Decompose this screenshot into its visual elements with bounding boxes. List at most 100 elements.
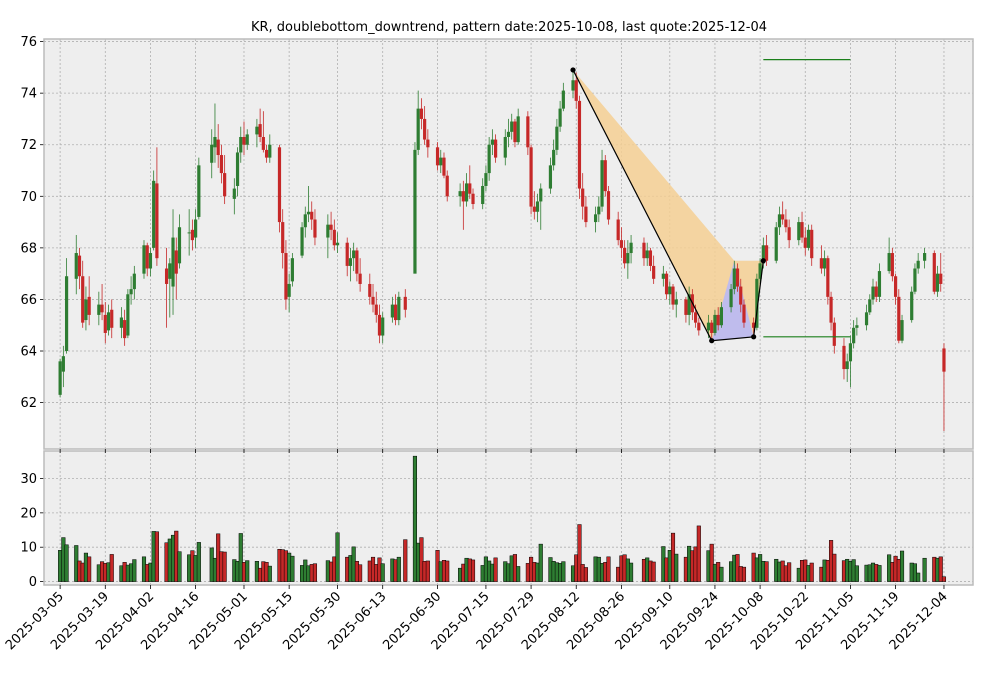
candle-body bbox=[223, 173, 227, 197]
candle-body bbox=[290, 258, 294, 282]
candle bbox=[371, 283, 375, 313]
candle-body bbox=[74, 253, 78, 279]
candle bbox=[887, 237, 891, 274]
candle-body bbox=[571, 80, 575, 91]
candle-body bbox=[923, 253, 927, 261]
candle-body bbox=[764, 245, 769, 261]
volume-bar bbox=[916, 572, 921, 582]
candle-body bbox=[774, 227, 778, 261]
candle-body bbox=[719, 307, 723, 326]
candle-body bbox=[506, 131, 511, 137]
candle-body bbox=[513, 121, 517, 143]
candle bbox=[526, 111, 530, 156]
volume-bar bbox=[516, 566, 521, 582]
candle-body bbox=[493, 139, 498, 158]
candle bbox=[710, 320, 714, 341]
candle bbox=[352, 242, 356, 272]
candle-body bbox=[916, 260, 920, 269]
volume-bar bbox=[425, 560, 430, 582]
candle bbox=[774, 222, 778, 264]
candle-body bbox=[616, 219, 620, 241]
candle-body bbox=[600, 160, 604, 207]
candle-body bbox=[258, 124, 262, 137]
candle bbox=[777, 206, 782, 235]
candle-body bbox=[871, 286, 875, 300]
candle-body bbox=[142, 245, 146, 274]
volume-bar bbox=[470, 559, 476, 582]
candle-body bbox=[935, 273, 940, 292]
candle-body bbox=[693, 312, 698, 323]
candle bbox=[58, 358, 62, 398]
candle-body bbox=[516, 116, 520, 143]
candle-body bbox=[403, 296, 407, 310]
volume-bar bbox=[222, 551, 227, 582]
candle-body bbox=[242, 136, 246, 145]
candle bbox=[258, 108, 262, 143]
candle-body bbox=[355, 250, 359, 274]
candle bbox=[900, 314, 904, 344]
candle-body bbox=[800, 222, 804, 238]
candle-body bbox=[155, 183, 159, 259]
candle bbox=[803, 227, 807, 256]
candle-body bbox=[277, 147, 282, 223]
candle bbox=[426, 129, 430, 158]
candle bbox=[129, 276, 133, 305]
candle-body bbox=[397, 296, 401, 321]
candle bbox=[510, 113, 514, 140]
candle-body bbox=[329, 224, 333, 230]
candle bbox=[868, 294, 872, 315]
candle-body bbox=[648, 250, 653, 266]
candle-body bbox=[629, 242, 633, 254]
candle-body bbox=[187, 232, 191, 234]
volume-bar bbox=[538, 543, 543, 582]
candle-body bbox=[529, 147, 533, 207]
candle-body bbox=[584, 206, 588, 223]
candle-body bbox=[900, 320, 904, 341]
candle bbox=[558, 100, 562, 132]
candle-body bbox=[168, 263, 172, 279]
candle bbox=[626, 240, 630, 279]
volume-bar bbox=[577, 524, 582, 582]
candle bbox=[468, 165, 472, 199]
candle bbox=[890, 247, 894, 282]
candle bbox=[893, 273, 898, 305]
volume-bar bbox=[787, 562, 792, 582]
candle-body bbox=[335, 242, 340, 246]
candle bbox=[539, 183, 543, 230]
pattern-lines bbox=[570, 59, 851, 344]
candle bbox=[855, 317, 859, 336]
candle bbox=[335, 232, 340, 254]
candle bbox=[623, 240, 627, 269]
candle-body bbox=[284, 253, 288, 300]
pattern-point-bottom2 bbox=[751, 334, 757, 340]
candle-body bbox=[435, 147, 440, 166]
candle-body bbox=[532, 206, 536, 212]
candle bbox=[648, 247, 653, 272]
candle-body bbox=[561, 90, 565, 109]
candle-body bbox=[823, 258, 827, 269]
y-tick-label: 74 bbox=[20, 87, 37, 102]
pattern-fill-drop bbox=[573, 69, 764, 341]
candle-body bbox=[416, 108, 420, 150]
candle bbox=[445, 170, 449, 202]
candle-body bbox=[390, 304, 394, 318]
candle bbox=[261, 111, 265, 153]
candle bbox=[503, 129, 507, 166]
candle-body bbox=[606, 191, 611, 220]
candle-body bbox=[668, 286, 672, 295]
candle-body bbox=[255, 126, 259, 135]
candle-body bbox=[300, 227, 304, 256]
candle-body bbox=[503, 136, 507, 158]
candle-body bbox=[461, 191, 465, 202]
candle bbox=[719, 302, 723, 328]
candle bbox=[329, 211, 333, 241]
candle-body bbox=[190, 229, 194, 241]
volume-bar bbox=[64, 544, 69, 582]
candle bbox=[910, 286, 914, 323]
y-tick-label: 64 bbox=[20, 345, 37, 360]
candle-body bbox=[761, 245, 765, 264]
candle bbox=[171, 209, 175, 315]
candle-body bbox=[623, 247, 627, 264]
candle bbox=[877, 263, 882, 303]
volume-bar bbox=[809, 562, 814, 582]
